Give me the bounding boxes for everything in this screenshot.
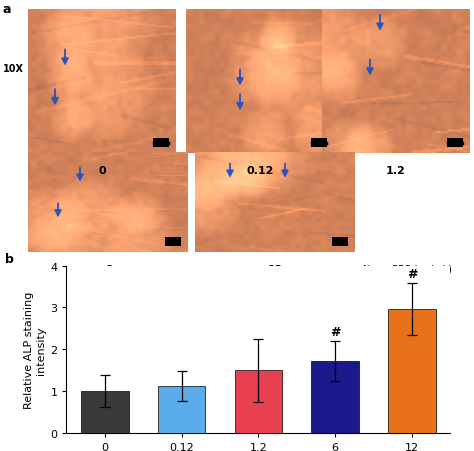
Text: #: # bbox=[407, 268, 417, 281]
Bar bbox=[165, 238, 181, 247]
Bar bbox=[311, 361, 359, 433]
Y-axis label: Relative ALP staining
intensity: Relative ALP staining intensity bbox=[25, 291, 46, 408]
Text: Nano-PFC (μg/mL): Nano-PFC (μg/mL) bbox=[363, 264, 452, 274]
Bar bbox=[388, 309, 436, 433]
Text: 12: 12 bbox=[267, 264, 283, 274]
Bar bbox=[311, 138, 327, 147]
Bar bbox=[235, 370, 282, 433]
Bar bbox=[153, 138, 169, 147]
Bar bbox=[332, 238, 348, 247]
Text: #: # bbox=[330, 326, 340, 339]
Text: a: a bbox=[3, 3, 11, 16]
Text: 1.2: 1.2 bbox=[386, 166, 406, 175]
Text: b: b bbox=[5, 253, 14, 266]
Text: 10X: 10X bbox=[3, 64, 24, 74]
Text: 0: 0 bbox=[98, 166, 106, 175]
Bar bbox=[447, 138, 463, 147]
Text: 0.12: 0.12 bbox=[246, 166, 273, 175]
Bar bbox=[158, 386, 205, 433]
Text: 6: 6 bbox=[104, 264, 112, 274]
Bar bbox=[81, 391, 128, 433]
